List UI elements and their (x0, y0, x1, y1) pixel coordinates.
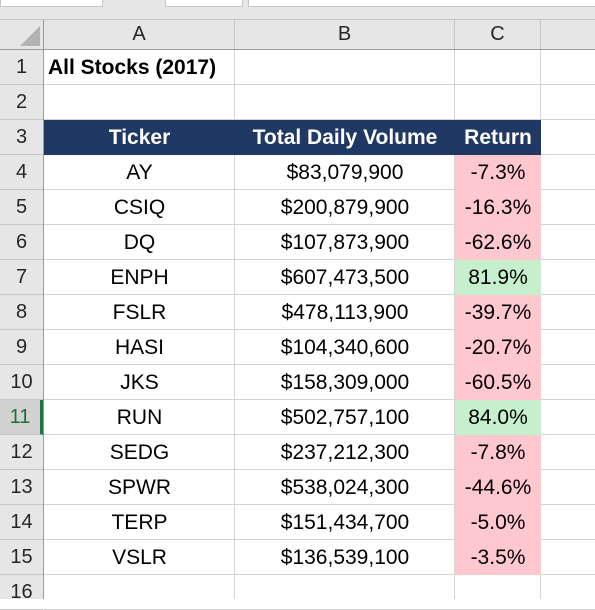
volume-cell[interactable]: $502,757,100 (280, 406, 410, 429)
volume-cell[interactable]: $200,879,900 (280, 196, 410, 219)
row-header[interactable]: 11 (0, 400, 43, 435)
ticker-cell[interactable]: SPWR (108, 476, 171, 499)
row-header[interactable]: 4 (0, 155, 43, 190)
row-header[interactable]: 16 (0, 575, 43, 610)
gridline (44, 399, 595, 400)
column-header-a[interactable]: A (44, 20, 235, 49)
row-header[interactable]: 2 (0, 85, 43, 120)
return-cell[interactable]: -5.0% (455, 505, 541, 540)
row-headers: 1 2 3 4 5 6 7 8 9 10 11 12 13 14 15 16 (0, 50, 44, 610)
row-header[interactable]: 3 (0, 120, 43, 155)
volume-cell[interactable]: $538,024,300 (280, 476, 410, 499)
volume-cell[interactable]: $107,873,900 (280, 231, 410, 254)
volume-cell[interactable]: $104,340,600 (280, 336, 410, 359)
volume-cell[interactable]: $136,539,100 (280, 546, 410, 569)
return-cell[interactable]: -39.7% (455, 295, 541, 330)
ticker-cell[interactable]: AY (126, 161, 153, 184)
volume-cell[interactable]: $83,079,900 (286, 161, 404, 184)
formula-input[interactable] (248, 0, 595, 7)
gridline (44, 329, 595, 330)
row-header[interactable]: 13 (0, 470, 43, 505)
row-header[interactable]: 1 (0, 50, 43, 85)
ticker-cell[interactable]: VSLR (112, 546, 167, 569)
column-header-c[interactable]: C (455, 20, 541, 49)
name-box[interactable] (0, 0, 103, 7)
row-header[interactable]: 8 (0, 295, 43, 330)
gridline (44, 224, 595, 225)
return-cell[interactable]: -44.6% (455, 470, 541, 505)
volume-cell[interactable]: $237,212,300 (280, 441, 410, 464)
ticker-cell[interactable]: CSIQ (113, 196, 166, 219)
worksheet-grid[interactable]: All Stocks (2017) Ticker Total Daily Volu… (44, 50, 595, 610)
column-headers: A B C (0, 20, 595, 50)
header-total-daily-volume[interactable]: Total Daily Volume (235, 120, 455, 155)
row-header[interactable]: 7 (0, 260, 43, 295)
sheet-title[interactable]: All Stocks (2017) (48, 56, 217, 79)
return-cell[interactable]: 81.9% (455, 260, 541, 295)
return-cell[interactable]: -7.8% (455, 435, 541, 470)
volume-cell[interactable]: $151,434,700 (280, 511, 410, 534)
gridline (44, 574, 595, 575)
gridline (44, 259, 595, 260)
gridline (44, 119, 595, 120)
formula-bar-strip (0, 0, 595, 20)
return-cell[interactable]: -7.3% (455, 155, 541, 190)
gridline (454, 50, 455, 599)
ticker-cell[interactable]: RUN (116, 406, 163, 429)
ticker-cell[interactable]: TERP (111, 511, 168, 534)
gridline (234, 50, 235, 599)
gridline (44, 84, 595, 85)
formula-buttons[interactable] (165, 0, 243, 7)
volume-cell[interactable]: $607,473,500 (280, 266, 410, 289)
row-header[interactable]: 15 (0, 540, 43, 575)
select-all-button[interactable] (0, 20, 44, 49)
gridline (44, 434, 595, 435)
ticker-cell[interactable]: FSLR (112, 301, 167, 324)
gridline (44, 294, 595, 295)
return-cell[interactable]: -20.7% (455, 330, 541, 365)
return-cell[interactable]: -62.6% (455, 225, 541, 260)
return-cell[interactable]: -16.3% (455, 190, 541, 225)
header-ticker[interactable]: Ticker (44, 120, 235, 155)
row-header[interactable]: 10 (0, 365, 43, 400)
ticker-cell[interactable]: SEDG (109, 441, 170, 464)
ticker-cell[interactable]: ENPH (110, 266, 169, 289)
gridline (44, 469, 595, 470)
ticker-cell[interactable]: JKS (120, 371, 159, 394)
gridline (44, 504, 595, 505)
row-header[interactable]: 5 (0, 190, 43, 225)
row-header[interactable]: 14 (0, 505, 43, 540)
ticker-cell[interactable]: DQ (123, 231, 156, 254)
return-cell[interactable]: -3.5% (455, 540, 541, 575)
row-header[interactable]: 6 (0, 225, 43, 260)
row-header[interactable]: 12 (0, 435, 43, 470)
column-header-b[interactable]: B (235, 20, 455, 49)
row-header[interactable]: 9 (0, 330, 43, 365)
header-return[interactable]: Return (455, 120, 541, 155)
return-cell[interactable]: 84.0% (455, 400, 541, 435)
volume-cell[interactable]: $158,309,000 (280, 371, 410, 394)
volume-cell[interactable]: $478,113,900 (281, 301, 409, 324)
gridline (44, 539, 595, 540)
gridline (44, 189, 595, 190)
gridline (44, 364, 595, 365)
ticker-cell[interactable]: HASI (114, 336, 164, 359)
return-cell[interactable]: -60.5% (455, 365, 541, 400)
